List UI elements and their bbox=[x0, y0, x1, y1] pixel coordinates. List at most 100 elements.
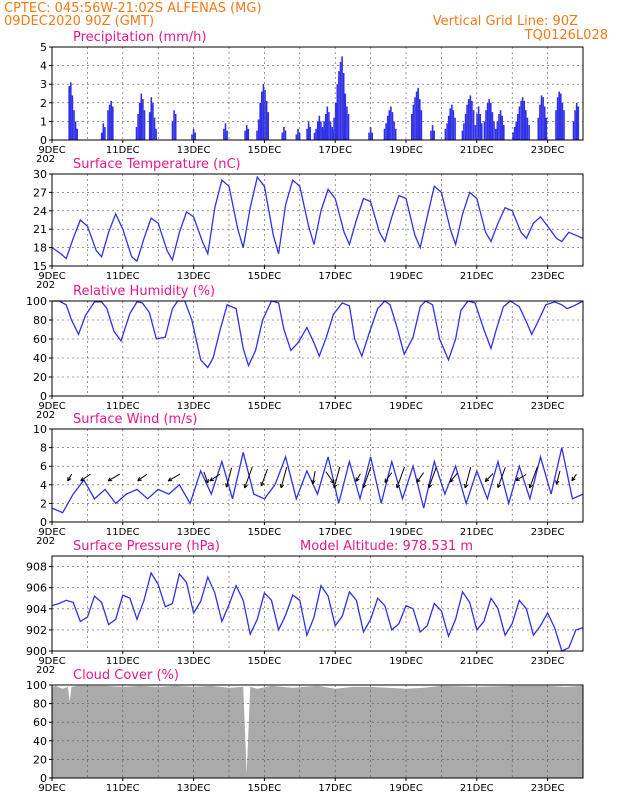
precip-bar bbox=[430, 130, 432, 140]
year-label: 202 bbox=[36, 536, 55, 547]
y-tick-label: 2 bbox=[40, 97, 47, 110]
frame-precipitation bbox=[51, 46, 584, 141]
frame-humidity bbox=[51, 300, 584, 397]
panel-title-wind: Surface Wind (m/s) bbox=[73, 412, 197, 427]
wind-arrow bbox=[384, 472, 393, 483]
x-tick-label: 13DEC bbox=[177, 783, 211, 794]
y-tick-label: 20 bbox=[33, 371, 47, 384]
frame-cloud bbox=[51, 684, 584, 779]
precip-bar bbox=[393, 121, 395, 140]
precip-bar bbox=[472, 110, 475, 140]
header-grid-note: Vertical Grid Line: 90Z bbox=[433, 14, 578, 29]
precip-bar bbox=[431, 125, 434, 140]
x-tick-label: 21DEC bbox=[460, 527, 494, 538]
precip-bar bbox=[540, 95, 543, 140]
precip-bar bbox=[74, 121, 77, 140]
precip-bar bbox=[171, 121, 174, 140]
precip-bar bbox=[295, 134, 298, 140]
y-tick-label: 60 bbox=[33, 333, 47, 346]
x-tick-label: 11DEC bbox=[106, 656, 140, 667]
y-tick-label: 0 bbox=[40, 134, 47, 147]
wind-arrow bbox=[416, 472, 425, 483]
precip-bar bbox=[496, 121, 499, 140]
y-tick-label: 2 bbox=[40, 497, 47, 510]
y-tick-label: 60 bbox=[33, 716, 47, 729]
panel-wind: Surface Wind (m/s) 0 2 4 6 8 10 9DEC 11DEC 13DEC 1… bbox=[33, 412, 584, 547]
precip-bar bbox=[461, 130, 464, 140]
precip-bar bbox=[192, 128, 195, 140]
x-tick-label: 9DEC bbox=[38, 656, 65, 667]
wind-line bbox=[51, 447, 584, 514]
series-cloud bbox=[52, 685, 583, 778]
x-tick-label: 11DEC bbox=[106, 271, 140, 282]
x-tick-label: 19DEC bbox=[389, 271, 423, 282]
panel-title-temperature: Surface Temperature (nC) bbox=[73, 157, 241, 172]
y-tick-label: 8 bbox=[40, 442, 47, 455]
x-tick-label: 15DEC bbox=[248, 271, 282, 282]
precip-bar bbox=[528, 125, 530, 140]
precip-bar bbox=[572, 121, 575, 140]
cloud-cover-area bbox=[52, 685, 583, 778]
precip-bar bbox=[518, 106, 521, 140]
precip-bar bbox=[521, 97, 524, 140]
wind-arrow bbox=[107, 473, 121, 482]
y-tick-label: 0 bbox=[40, 772, 47, 785]
precip-bar bbox=[264, 89, 266, 140]
panel-title-precipitation: Precipitation (mm/h) bbox=[73, 30, 206, 45]
precip-bar bbox=[346, 106, 348, 140]
frame-pressure bbox=[51, 555, 584, 652]
precip-bar bbox=[100, 132, 103, 140]
precip-bar bbox=[174, 114, 177, 140]
precip-bar bbox=[324, 114, 327, 140]
x-tick-label: 17DEC bbox=[318, 783, 352, 794]
header-run-time: 09DEC2020 90Z (GMT) bbox=[4, 14, 154, 29]
precip-bar bbox=[297, 128, 299, 140]
x-tick-label: 21DEC bbox=[460, 401, 494, 412]
precip-bar bbox=[563, 110, 565, 140]
y-tick-label: 0 bbox=[40, 390, 47, 403]
x-tick-label: 9DEC bbox=[38, 783, 65, 794]
y-tick-label: 4 bbox=[40, 60, 47, 73]
precip-bar bbox=[150, 97, 153, 140]
x-tick-label: 13DEC bbox=[177, 145, 211, 156]
wind-arrow bbox=[167, 473, 181, 482]
precip-bar bbox=[265, 100, 268, 140]
precip-bar bbox=[556, 97, 559, 140]
precip-bar bbox=[226, 130, 228, 140]
precip-bar bbox=[414, 97, 416, 140]
x-tick-label: 23DEC bbox=[531, 527, 565, 538]
precip-bar bbox=[526, 117, 529, 140]
precip-bar bbox=[70, 82, 72, 140]
header-model-code: TQ0126L028 bbox=[524, 28, 608, 43]
year-label: 202 bbox=[36, 280, 55, 291]
panel-pressure: Surface Pressure (hPa) Model Altitude: 97… bbox=[26, 539, 584, 676]
x-tick-label: 15DEC bbox=[248, 145, 282, 156]
header-station: CPTEC: 045:56W-21:02S ALFENAS (MG) bbox=[4, 1, 262, 16]
x-tick-label: 9DEC bbox=[38, 145, 65, 156]
precip-bar bbox=[321, 128, 324, 140]
wind-arrow bbox=[555, 470, 561, 485]
y-tick-label: 40 bbox=[33, 352, 47, 365]
wind-arrow bbox=[484, 473, 494, 482]
precip-bar bbox=[112, 106, 114, 140]
precip-bar bbox=[315, 128, 317, 140]
x-tick-label: 21DEC bbox=[460, 145, 494, 156]
precip-bar bbox=[577, 106, 580, 140]
x-tick-label: 9DEC bbox=[38, 271, 65, 282]
precip-bar bbox=[490, 102, 492, 140]
precip-bar bbox=[449, 108, 451, 140]
wind-arrow bbox=[279, 466, 288, 489]
precip-bar bbox=[342, 73, 345, 140]
precip-bar bbox=[371, 132, 373, 140]
precip-bar bbox=[391, 112, 394, 140]
x-tick-label: 17DEC bbox=[318, 401, 352, 412]
pressure-line bbox=[51, 571, 584, 652]
year-label: 202 bbox=[36, 154, 55, 165]
precip-bar bbox=[309, 127, 311, 140]
precip-bar bbox=[537, 117, 540, 140]
precip-bar bbox=[259, 102, 261, 140]
precip-bar bbox=[344, 93, 347, 140]
precip-bar bbox=[515, 121, 517, 140]
precip-bar bbox=[493, 121, 495, 140]
